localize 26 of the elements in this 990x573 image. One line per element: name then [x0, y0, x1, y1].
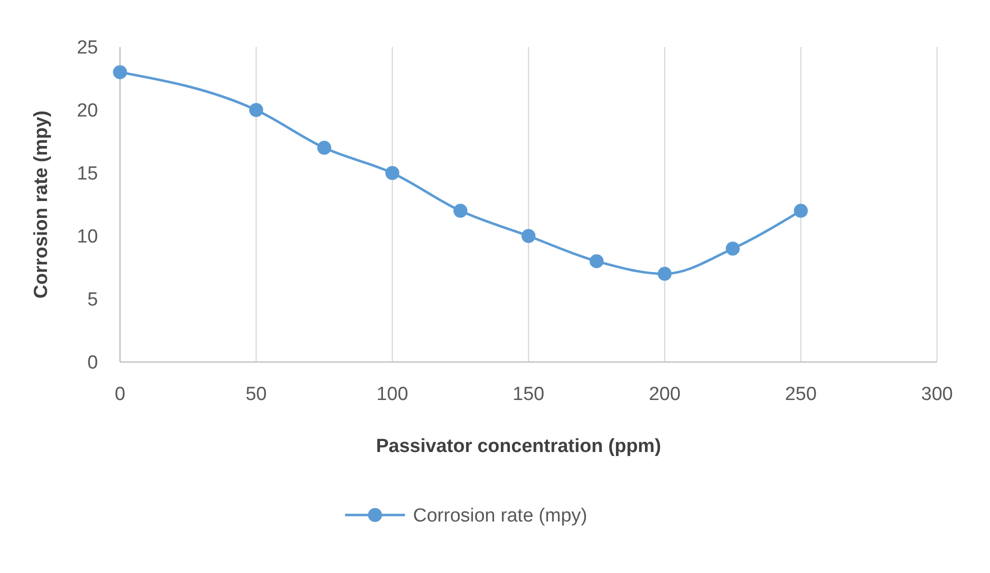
y-tick-label: 15: [76, 164, 98, 185]
point: [385, 166, 400, 180]
point: [522, 229, 536, 243]
point: [590, 254, 604, 268]
point: [317, 140, 332, 155]
legend-label: Corrosion rate (mpy): [413, 506, 588, 527]
x-tick-label: 250: [784, 384, 817, 405]
x-tick-label: 50: [246, 384, 267, 405]
point: [726, 242, 740, 256]
y-axis-title: Corrosion rate (mpy): [31, 110, 52, 298]
x-tick-label: 200: [648, 384, 681, 405]
y-tick-label: 20: [76, 100, 98, 122]
x-tick-label: 100: [376, 384, 408, 405]
y-tick-label: 0: [87, 352, 98, 374]
point: [794, 204, 808, 218]
y-tick-label: 10: [76, 226, 98, 248]
x-tick-label: 300: [921, 384, 953, 405]
y-tick-label: 5: [87, 290, 98, 311]
x-axis-title: Passivator concentration (ppm): [376, 436, 662, 457]
point: [658, 266, 672, 281]
y-tick-label: 25: [76, 38, 98, 59]
x-tick-label: 0: [114, 384, 126, 405]
point: [453, 204, 468, 218]
point: [113, 65, 127, 80]
point: [249, 103, 264, 117]
x-tick-label: 150: [512, 384, 544, 405]
